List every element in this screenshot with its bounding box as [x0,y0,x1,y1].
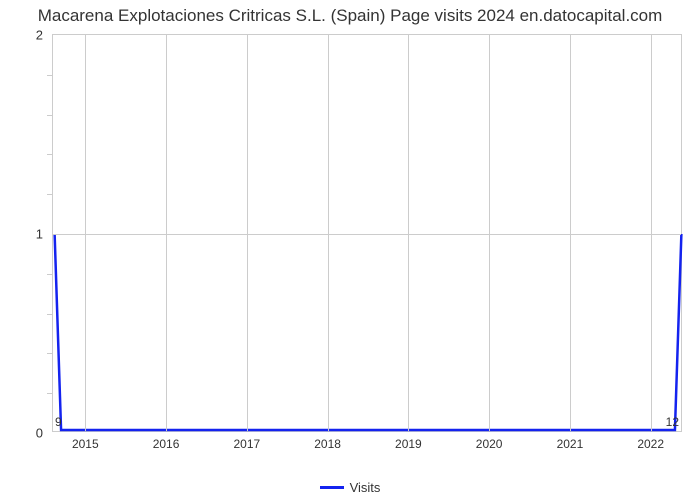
y-minor-tick [47,75,53,76]
grid-line-vertical [489,35,490,431]
x-tick-label: 2017 [233,437,260,451]
grid-line-vertical [570,35,571,431]
legend-label: Visits [350,480,381,495]
plot-area: 20152016201720182019202020212022912012 [52,34,682,432]
grid-line-vertical [85,35,86,431]
x-tick-label: 2021 [557,437,584,451]
grid-line-horizontal [53,234,681,235]
grid-line-vertical [166,35,167,431]
y-minor-tick [47,393,53,394]
chart-title: Macarena Explotaciones Critricas S.L. (S… [0,6,700,26]
x-left-endpoint-label: 9 [55,415,62,429]
x-tick-label: 2016 [153,437,180,451]
y-tick-label: 2 [36,28,43,43]
grid-line-vertical [328,35,329,431]
y-tick-label: 0 [36,426,43,441]
legend: Visits [0,476,700,495]
y-minor-tick [47,194,53,195]
x-tick-label: 2019 [395,437,422,451]
x-tick-label: 2020 [476,437,503,451]
y-minor-tick [47,274,53,275]
x-tick-label: 2018 [314,437,341,451]
legend-swatch [320,486,344,489]
x-tick-label: 2022 [637,437,664,451]
y-minor-tick [47,115,53,116]
y-minor-tick [47,314,53,315]
grid-line-vertical [408,35,409,431]
legend-item-visits: Visits [320,480,381,495]
x-tick-label: 2015 [72,437,99,451]
grid-line-vertical [247,35,248,431]
x-right-endpoint-label: 12 [666,415,679,429]
chart-container: Macarena Explotaciones Critricas S.L. (S… [0,0,700,500]
grid-line-vertical [651,35,652,431]
y-minor-tick [47,353,53,354]
series-line-visits [55,234,682,430]
y-tick-label: 1 [36,227,43,242]
y-minor-tick [47,154,53,155]
